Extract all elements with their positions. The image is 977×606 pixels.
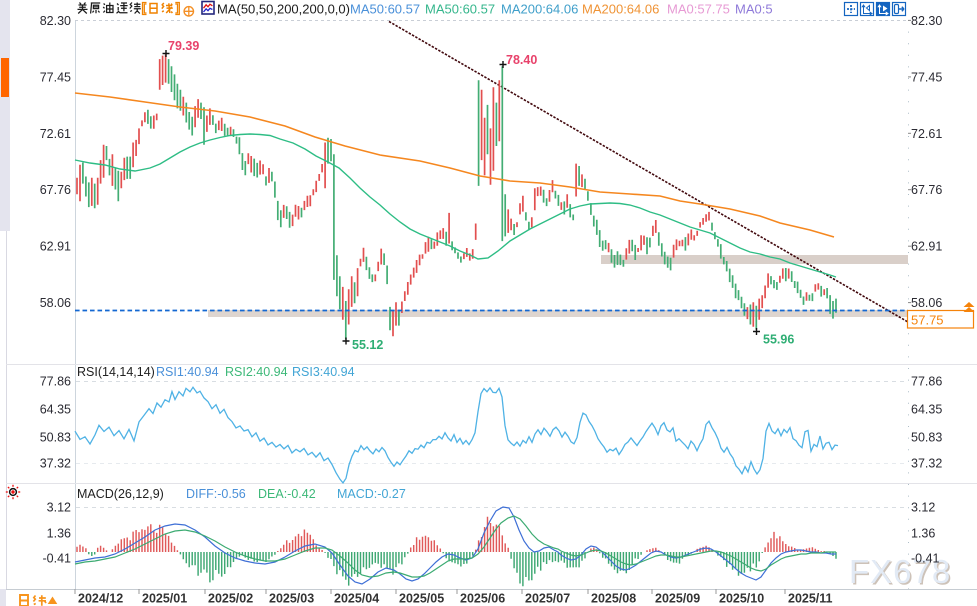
svg-text:37.32: 37.32 [911,457,942,471]
svg-text:82.30: 82.30 [911,14,942,28]
svg-text:2024/12: 2024/12 [78,592,123,606]
svg-text:67.76: 67.76 [40,183,71,197]
svg-text:2025/10: 2025/10 [719,592,764,606]
svg-text:2025/04: 2025/04 [334,592,379,606]
svg-text:3.12: 3.12 [47,501,71,515]
svg-text:64.35: 64.35 [40,403,71,417]
svg-text:77.86: 77.86 [40,375,71,389]
svg-text:37.32: 37.32 [40,457,71,471]
svg-text:MACD:-0.27: MACD:-0.27 [337,487,406,501]
svg-text:MA0:57.75: MA0:57.75 [667,2,730,17]
svg-text:MA0:5: MA0:5 [735,2,773,17]
svg-text:RSI1:40.94: RSI1:40.94 [156,365,219,379]
svg-text:2025/05: 2025/05 [399,592,444,606]
svg-text:2025/07: 2025/07 [525,592,570,606]
svg-text:RSI(14,14,14): RSI(14,14,14) [77,365,155,379]
svg-text:MACD(26,12,9): MACD(26,12,9) [77,487,164,501]
svg-text:FX678: FX678 [849,553,951,590]
svg-text:2025/03: 2025/03 [269,592,314,606]
svg-text:2025/08: 2025/08 [591,592,636,606]
svg-text:2025/01: 2025/01 [142,592,187,606]
svg-text:62.91: 62.91 [911,240,942,254]
svg-text:55.12: 55.12 [352,338,383,352]
svg-text:MA(50,50,200,200,0,0): MA(50,50,200,200,0,0) [217,2,350,17]
svg-text:72.61: 72.61 [40,127,71,141]
svg-text:FX678: FX678 [851,555,953,592]
svg-text:3.12: 3.12 [911,501,935,515]
svg-text:58.06: 58.06 [40,296,71,310]
svg-text:RSI3:40.94: RSI3:40.94 [292,365,355,379]
svg-text:79.39: 79.39 [168,39,199,53]
svg-text:72.61: 72.61 [911,127,942,141]
svg-text:2025/02: 2025/02 [208,592,253,606]
svg-text:50.83: 50.83 [911,431,942,445]
svg-text:62.91: 62.91 [40,240,71,254]
svg-text:50.83: 50.83 [40,431,71,445]
svg-text:77.45: 77.45 [40,70,71,84]
svg-text:DEA:-0.42: DEA:-0.42 [258,487,316,501]
svg-text:DIFF:-0.56: DIFF:-0.56 [186,487,246,501]
svg-text:1.36: 1.36 [911,527,935,541]
svg-text:2025/09: 2025/09 [655,592,700,606]
svg-text:77.45: 77.45 [911,70,942,84]
svg-text:2025/06: 2025/06 [460,592,505,606]
svg-text:58.06: 58.06 [911,296,942,310]
svg-text:-0.41: -0.41 [911,552,940,566]
svg-text:MA200:64.06: MA200:64.06 [501,2,578,17]
svg-text:67.76: 67.76 [911,183,942,197]
svg-text:82.30: 82.30 [40,14,71,28]
svg-text:77.86: 77.86 [911,375,942,389]
svg-text:64.35: 64.35 [911,403,942,417]
svg-text:MA50:60.57: MA50:60.57 [350,2,420,17]
svg-text:2025/11: 2025/11 [788,592,833,606]
svg-text:MA50:60.57: MA50:60.57 [425,2,495,17]
svg-text:1.36: 1.36 [47,527,71,541]
svg-text:78.40: 78.40 [506,53,537,67]
svg-text:RSI2:40.94: RSI2:40.94 [225,365,288,379]
svg-text:-0.41: -0.41 [43,552,72,566]
svg-text:55.96: 55.96 [763,333,794,347]
svg-text:57.75: 57.75 [911,313,944,328]
svg-text:MA200:64.06: MA200:64.06 [582,2,659,17]
